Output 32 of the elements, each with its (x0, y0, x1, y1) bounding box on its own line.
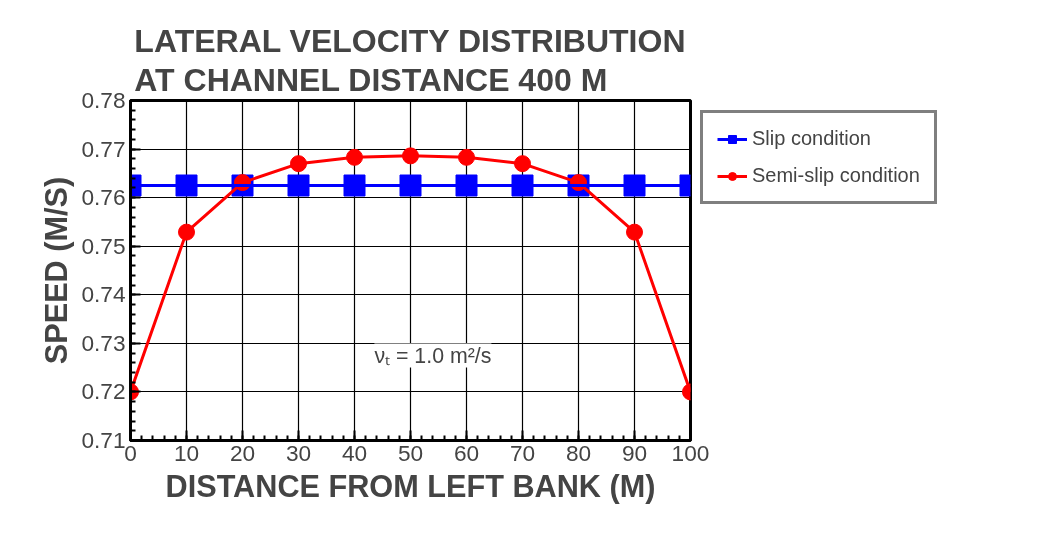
y-tick-label: 0.76 (81, 184, 126, 211)
point (511, 174, 534, 197)
x-tick-label: 50 (397, 439, 424, 466)
point (399, 174, 422, 197)
y-tick-label: 0.78 (81, 87, 126, 113)
chart-title: LATERAL VELOCITY DISTRIBUTION AT CHANNEL DISTANCE 400 M (134, 22, 686, 99)
legend-label: Semi-slip condition (752, 164, 920, 187)
y-tick-label: 0.71 (81, 427, 126, 453)
legend-label: Slip condition (752, 127, 871, 150)
x-tick-label: 10 (173, 439, 200, 466)
y-tick-label: 0.73 (81, 329, 126, 356)
x-tick-label: 100 (671, 439, 710, 466)
x-axis-title: DISTANCE FROM LEFT BANK (M) (165, 468, 656, 504)
y-tick-label: 0.75 (81, 232, 126, 259)
x-tick-label: 40 (341, 439, 368, 466)
y-tick-label: 0.77 (81, 135, 126, 162)
x-tick-label: 20 (229, 439, 256, 466)
x-tick-label: 60 (453, 439, 480, 466)
x-tick-label: 80 (565, 439, 592, 466)
y-tick-label: 0.72 (81, 378, 126, 405)
annotation: νₜ = 1.0 m²/s (374, 343, 492, 368)
x-tick-label: 70 (509, 439, 536, 466)
point (623, 174, 646, 197)
point (175, 174, 198, 197)
point (455, 174, 478, 197)
y-tick-label: 0.74 (81, 281, 126, 308)
x-tick-label: 0 (124, 439, 137, 466)
x-tick-label: 90 (621, 439, 648, 466)
point (343, 174, 366, 197)
point (287, 174, 310, 197)
x-tick-label: 30 (285, 439, 312, 466)
y-axis-title: SPEED (M/S) (39, 176, 75, 365)
